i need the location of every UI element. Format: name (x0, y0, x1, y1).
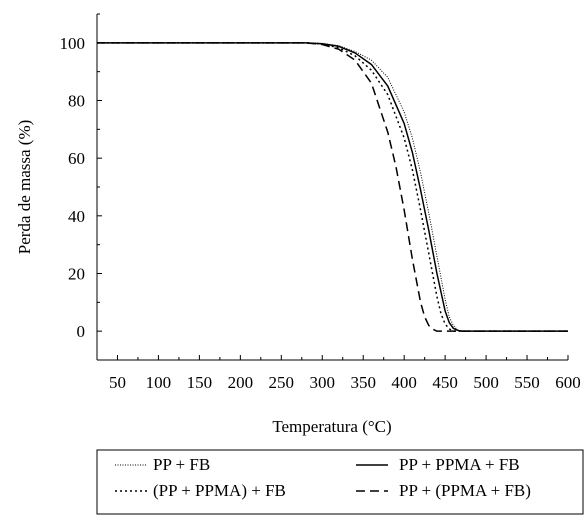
y-tick-label: 0 (77, 322, 86, 341)
x-tick-label: 400 (391, 373, 417, 392)
series-line (97, 42, 568, 332)
x-tick-label: 100 (146, 373, 172, 392)
x-tick-label: 50 (109, 373, 126, 392)
y-tick-label: 20 (68, 265, 85, 284)
legend-label: PP + (PPMA + FB) (399, 481, 531, 500)
y-tick-label: 80 (68, 92, 85, 111)
x-tick-label: 450 (432, 373, 458, 392)
y-tick-label: 40 (68, 207, 85, 226)
legend-label: (PP + PPMA) + FB (153, 481, 286, 500)
x-tick-label: 600 (555, 373, 581, 392)
legend: PP + FB PP + PPMA + FB (PP + PPMA) + FB PP … (96, 449, 584, 515)
y-axis-title: Perda de massa (%) (15, 120, 34, 255)
x-tick-label: 350 (350, 373, 376, 392)
legend-label: PP + PPMA + FB (399, 455, 520, 474)
x-tick-label: 500 (473, 373, 499, 392)
x-tick-label: 150 (187, 373, 213, 392)
axes: 0 20 40 60 80 100 50 100 150 200 250 300 350 400 450 50… (60, 13, 581, 392)
legend-label: PP + FB (153, 455, 210, 474)
x-tick-label: 300 (310, 373, 336, 392)
series-line (97, 42, 568, 332)
x-tick-label: 200 (228, 373, 254, 392)
x-axis-title: Temperatura (°C) (272, 417, 391, 436)
legend-box (96, 449, 584, 515)
x-tick-label: 550 (514, 373, 540, 392)
series-layer (97, 42, 568, 332)
y-tick-label: 60 (68, 149, 85, 168)
series-line (97, 42, 568, 332)
x-tick-label: 250 (269, 373, 295, 392)
series-line (97, 42, 568, 332)
y-tick-label: 100 (60, 34, 86, 53)
